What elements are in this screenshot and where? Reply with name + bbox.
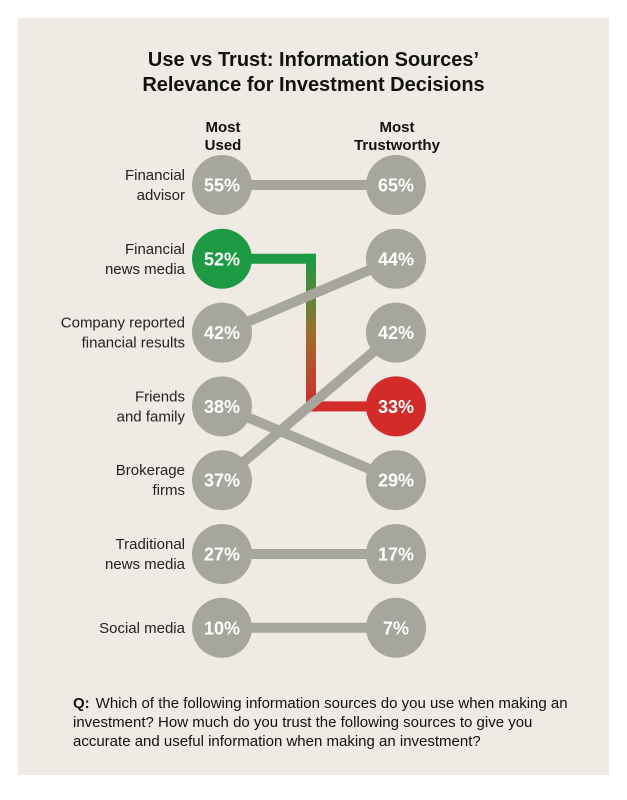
connector-line-friends-and-family bbox=[220, 401, 398, 485]
column-header-most-used-line-2: Used bbox=[204, 137, 242, 154]
connector-line-brokerage-firms bbox=[218, 328, 400, 485]
survey-question: Q: Which of the following information sou… bbox=[73, 694, 583, 751]
used-dot-company-reported-financial-results bbox=[192, 302, 252, 363]
trust-value-financial-news-media: 33% bbox=[378, 397, 414, 417]
trust-dot-social-media bbox=[366, 597, 426, 658]
category-label-line: and family bbox=[117, 408, 186, 425]
used-dot-traditional-news-media bbox=[192, 524, 252, 584]
category-label-company-reported-financial-results: Company reported financial results bbox=[61, 315, 185, 352]
trust-value-traditional-news-media: 17% bbox=[378, 545, 414, 565]
value-dots: 55% 65% 52% 33% 42% 44% 38% 29% 37% 42% 27% 17% 10% 7… bbox=[192, 155, 426, 658]
trust-value-company-reported-financial-results: 44% bbox=[378, 249, 414, 269]
connector-line-company-reported-financial-results bbox=[220, 254, 398, 338]
trust-dot-friends-and-family bbox=[366, 450, 426, 511]
column-header-most-trustworthy: Most Trustworthy bbox=[327, 119, 467, 155]
column-header-most-trustworthy-line-2: Trustworthy bbox=[354, 137, 440, 154]
used-value-social-media: 10% bbox=[204, 618, 240, 638]
trust-value-social-media: 7% bbox=[383, 618, 409, 638]
used-value-brokerage-firms: 37% bbox=[204, 471, 240, 491]
category-label-line: Company reported bbox=[61, 315, 185, 332]
category-label-line: news media bbox=[105, 556, 186, 573]
trust-value-financial-advisor: 65% bbox=[378, 176, 414, 196]
category-label-traditional-news-media: Traditional news media bbox=[105, 536, 186, 573]
category-label-line: Traditional bbox=[116, 536, 185, 553]
category-label-brokerage-firms: Brokerage firms bbox=[116, 462, 185, 499]
used-dot-brokerage-firms bbox=[192, 450, 252, 511]
trust-dot-financial-advisor bbox=[366, 155, 426, 215]
category-label-line: news media bbox=[105, 261, 186, 278]
slope-chart: 55% 65% 52% 33% 42% 44% 38% 29% 37% 42% 27% 17% 10% 7… bbox=[61, 155, 426, 658]
used-value-financial-advisor: 55% bbox=[204, 176, 240, 196]
used-dot-social-media bbox=[192, 597, 252, 658]
category-label-line: Financial bbox=[125, 241, 185, 258]
used-value-traditional-news-media: 27% bbox=[204, 545, 240, 565]
category-label-social-media: Social media bbox=[99, 620, 186, 637]
category-label-financial-news-media: Financial news media bbox=[105, 241, 186, 278]
chart-title: Use vs Trust: Information Sources’ Relev… bbox=[18, 48, 609, 98]
category-labels: Financial advisor Financial news media Compa… bbox=[61, 167, 186, 637]
trust-dot-brokerage-firms bbox=[366, 302, 426, 363]
used-value-financial-news-media: 52% bbox=[204, 249, 240, 269]
used-dot-financial-news-media bbox=[192, 228, 252, 289]
chart-panel: Use vs Trust: Information Sources’ Relev… bbox=[18, 18, 609, 775]
question-text: Which of the following information sourc… bbox=[73, 695, 568, 750]
category-label-line: firms bbox=[153, 482, 186, 499]
category-label-line: financial results bbox=[82, 335, 185, 352]
chart-title-line-2: Relevance for Investment Decisions bbox=[142, 74, 485, 96]
used-dot-financial-advisor bbox=[192, 155, 252, 215]
category-label-line: Financial bbox=[125, 167, 185, 184]
column-header-most-trustworthy-line-1: Most bbox=[379, 119, 415, 136]
question-prefix: Q: bbox=[73, 695, 90, 712]
used-value-company-reported-financial-results: 42% bbox=[204, 323, 240, 343]
category-label-line: Social media bbox=[99, 620, 186, 637]
trust-value-brokerage-firms: 42% bbox=[378, 323, 414, 343]
chart-title-line-1: Use vs Trust: Information Sources’ bbox=[147, 49, 480, 71]
column-header-most-used: Most Used bbox=[153, 119, 293, 155]
trust-value-friends-and-family: 29% bbox=[378, 471, 414, 491]
column-header-most-used-line-1: Most bbox=[205, 119, 241, 136]
trust-dot-company-reported-financial-results bbox=[366, 228, 426, 289]
category-label-line: Brokerage bbox=[116, 462, 185, 479]
category-label-friends-and-family: Friends and family bbox=[117, 388, 186, 425]
trust-dot-financial-news-media bbox=[366, 376, 426, 437]
connector-line-financial-news-media-drop bbox=[306, 253, 316, 412]
category-label-financial-advisor: Financial advisor bbox=[125, 167, 185, 204]
used-dot-friends-and-family bbox=[192, 376, 252, 437]
category-label-line: advisor bbox=[137, 187, 185, 204]
used-value-friends-and-family: 38% bbox=[204, 397, 240, 417]
trust-dot-traditional-news-media bbox=[366, 524, 426, 584]
category-label-line: Friends bbox=[135, 388, 185, 405]
